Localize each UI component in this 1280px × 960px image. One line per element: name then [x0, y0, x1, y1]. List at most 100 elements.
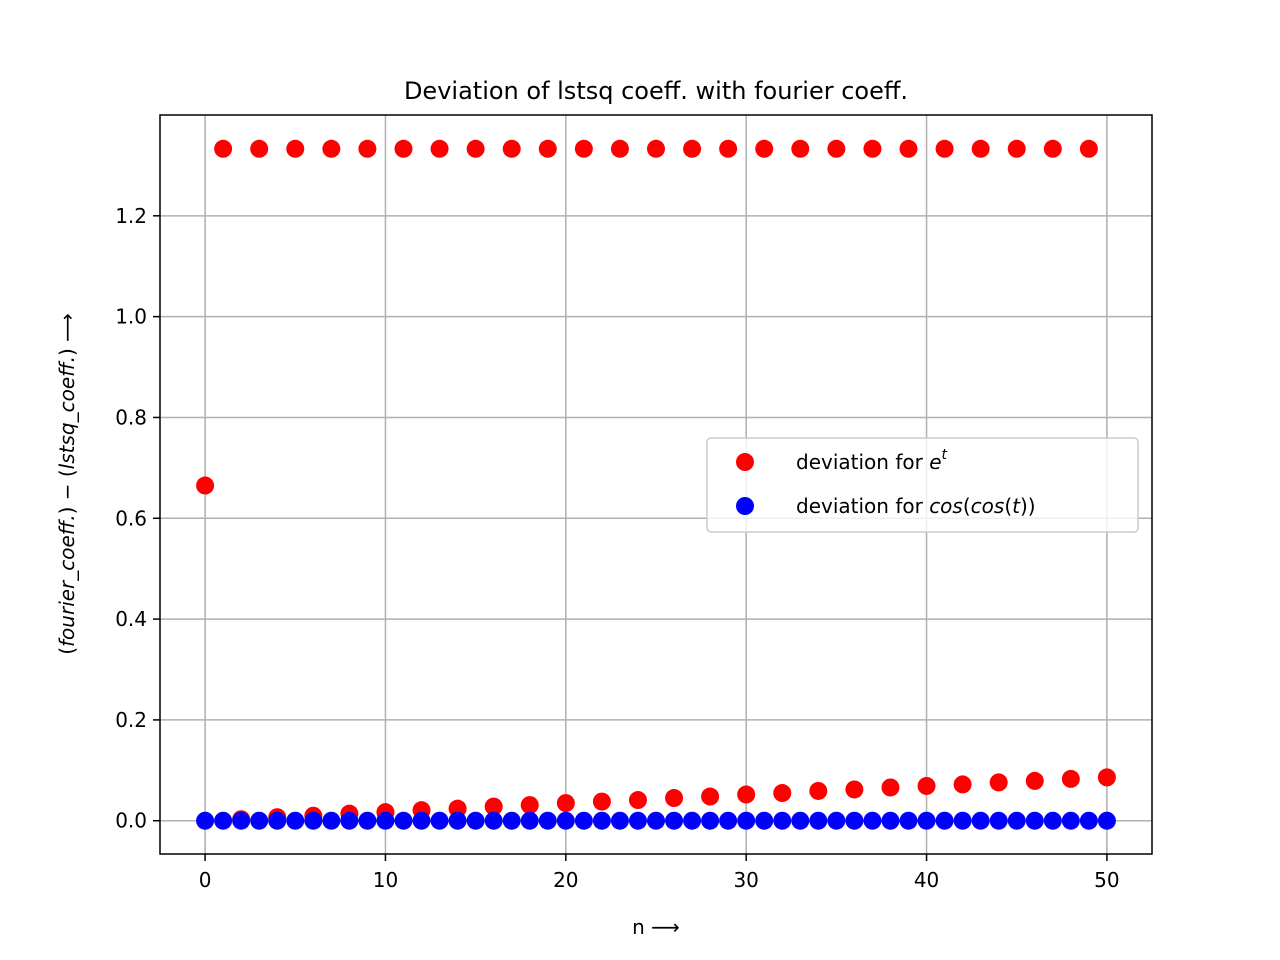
- e-t-point: [394, 139, 413, 158]
- e-t-point: [755, 139, 774, 158]
- x-tick-label: 10: [373, 868, 398, 892]
- cos-cos-t-point: [1025, 811, 1044, 830]
- e-t-point: [286, 139, 305, 158]
- y-tick-label: 1.2: [115, 204, 147, 228]
- legend-box: [706, 437, 1139, 533]
- e-t-point: [196, 476, 215, 495]
- cos-cos-t-point: [232, 811, 251, 830]
- cos-cos-t-point: [412, 811, 431, 830]
- cos-cos-t-point: [484, 811, 503, 830]
- cos-cos-t-point: [773, 811, 792, 830]
- y-tick-label: 0.4: [115, 607, 147, 631]
- legend-label-e-t: deviation for et: [796, 447, 948, 474]
- cos-cos-t-point: [358, 811, 377, 830]
- e-t-point: [791, 139, 810, 158]
- y-axis-label: (fourier_coeff.) − (lstsq_coeff.) ⟶: [55, 313, 79, 655]
- cos-cos-t-point: [448, 811, 467, 830]
- cos-cos-t-point: [592, 811, 611, 830]
- cos-cos-t-point: [1007, 811, 1026, 830]
- cos-cos-t-point: [791, 811, 810, 830]
- data-points: [196, 139, 1116, 830]
- legend: deviation for et deviation for cos(cos(t…: [706, 437, 1139, 533]
- cos-cos-t-point: [1097, 811, 1116, 830]
- e-t-point: [899, 139, 918, 158]
- chart-title: Deviation of lstsq coeff. with fourier c…: [404, 77, 908, 105]
- cos-cos-t-point: [268, 811, 287, 830]
- cos-cos-t-point: [683, 811, 702, 830]
- cos-cos-t-point: [701, 811, 720, 830]
- cos-cos-t-point: [556, 811, 575, 830]
- cos-cos-t-point: [755, 811, 774, 830]
- cos-cos-t-point: [286, 811, 305, 830]
- x-tick-label: 40: [914, 868, 939, 892]
- e-t-point: [574, 139, 593, 158]
- e-t-point: [1025, 771, 1044, 790]
- cos-cos-t-point: [394, 811, 413, 830]
- y-tick-label: 1.0: [115, 305, 147, 329]
- e-t-point: [1007, 139, 1026, 158]
- e-t-point: [610, 139, 629, 158]
- cos-cos-t-point: [863, 811, 882, 830]
- e-t-point: [845, 780, 864, 799]
- cos-cos-t-point: [304, 811, 323, 830]
- cos-cos-t-point: [719, 811, 738, 830]
- e-t-point: [430, 139, 449, 158]
- cos-cos-t-point: [953, 811, 972, 830]
- cos-cos-t-point: [989, 811, 1008, 830]
- x-tick-label: 30: [733, 868, 758, 892]
- y-tick-label: 0.6: [115, 506, 147, 530]
- e-t-point: [1043, 139, 1062, 158]
- e-t-point: [737, 785, 756, 804]
- cos-cos-t-point: [737, 811, 756, 830]
- y-tick-label: 0.8: [115, 405, 147, 429]
- cos-cos-t-point: [971, 811, 990, 830]
- e-t-point: [358, 139, 377, 158]
- e-t-point: [466, 139, 485, 158]
- e-t-point: [1061, 769, 1080, 788]
- y-tick-label: 0.2: [115, 708, 147, 732]
- cos-cos-t-point: [1043, 811, 1062, 830]
- e-t-point: [683, 139, 702, 158]
- cos-cos-t-point: [196, 811, 215, 830]
- x-axis-ticks: 0 10 20 30 40 50: [199, 854, 1120, 892]
- e-t-point: [1097, 768, 1116, 787]
- cos-cos-t-point: [809, 811, 828, 830]
- e-t-point: [863, 139, 882, 158]
- cos-cos-t-point: [574, 811, 593, 830]
- cos-cos-t-point: [647, 811, 665, 830]
- e-t-point: [502, 139, 521, 158]
- e-t-point: [484, 797, 503, 816]
- e-t-point: [953, 775, 972, 794]
- cos-cos-t-point: [502, 811, 521, 830]
- x-axis-label: n ⟶: [632, 915, 680, 939]
- x-tick-label: 20: [553, 868, 578, 892]
- cos-cos-t-point: [250, 811, 269, 830]
- e-t-point: [592, 792, 611, 811]
- e-t-point: [809, 781, 828, 800]
- cos-cos-t-point: [538, 811, 557, 830]
- e-t-point: [827, 139, 846, 158]
- e-t-point: [214, 139, 233, 158]
- e-t-point: [971, 139, 990, 158]
- cos-cos-t-point: [935, 811, 954, 830]
- e-t-point: [322, 139, 341, 158]
- cos-cos-t-point: [845, 811, 864, 830]
- cos-cos-t-point: [430, 811, 449, 830]
- cos-cos-t-point: [466, 811, 485, 830]
- x-tick-label: 0: [199, 868, 212, 892]
- e-t-point: [773, 784, 792, 803]
- cos-cos-t-point: [917, 811, 936, 830]
- legend-marker-cos-cos-t: [736, 497, 754, 515]
- cos-cos-t-point: [520, 811, 539, 830]
- e-t-point: [719, 139, 738, 158]
- e-t-point: [701, 787, 720, 806]
- e-t-point: [917, 776, 936, 795]
- cos-cos-t-point: [881, 811, 900, 830]
- cos-cos-t-point: [376, 811, 395, 830]
- legend-marker-e-t: [736, 453, 754, 471]
- e-t-point: [250, 139, 269, 158]
- e-t-point: [1079, 139, 1098, 158]
- plot-area-frame: [159, 114, 1153, 855]
- e-t-point: [538, 139, 557, 158]
